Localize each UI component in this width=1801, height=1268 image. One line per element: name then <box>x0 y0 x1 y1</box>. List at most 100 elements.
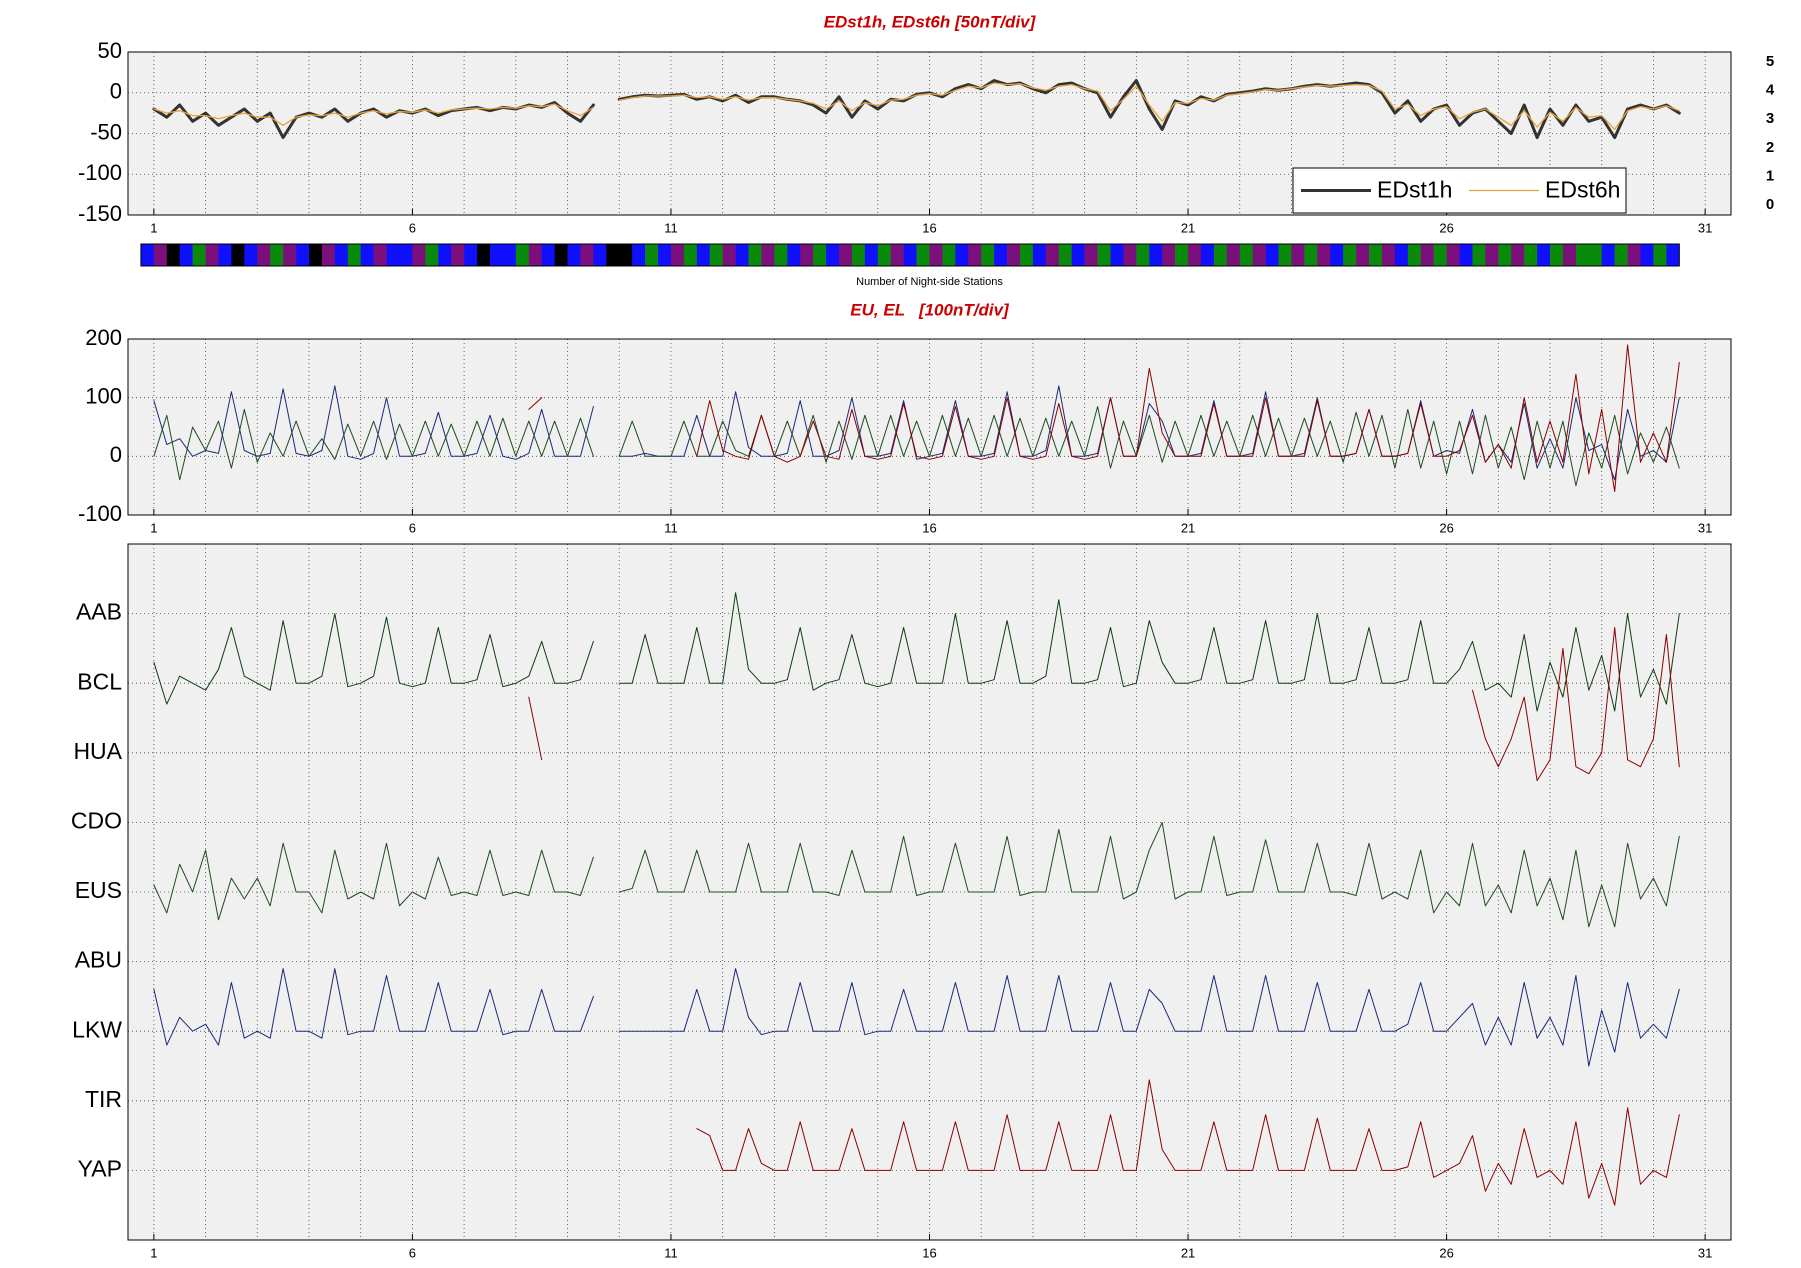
night-side-segment <box>670 244 685 266</box>
night-side-segment <box>1653 244 1667 266</box>
night-side-segment <box>1343 244 1357 266</box>
data-line <box>153 82 1680 131</box>
night-side-segment <box>1123 244 1137 266</box>
night-side-segment <box>839 244 853 266</box>
night-side-segment <box>632 244 646 266</box>
night-side-frame <box>140 243 1680 267</box>
x-tick-label: 6 <box>409 1245 416 1260</box>
night-side-segment <box>722 244 736 266</box>
x-tick-label: 1 <box>150 1245 157 1260</box>
night-side-segment <box>1239 244 1253 266</box>
night-side-segment <box>1084 244 1098 266</box>
night-side-segment <box>1459 244 1473 266</box>
night-side-segment <box>1666 244 1680 266</box>
x-tick-label: 1 <box>150 220 157 235</box>
night-side-segment <box>399 244 413 266</box>
data-line <box>153 385 1680 481</box>
night-side-segment <box>1304 244 1318 266</box>
x-tick-label: 11 <box>664 520 678 535</box>
night-side-segment <box>1420 244 1434 266</box>
night-side-segment <box>1381 244 1396 266</box>
night-side-segment <box>994 244 1008 266</box>
y-tick-label: -100 <box>78 501 122 526</box>
night-side-segment <box>1433 244 1447 266</box>
night-side-segment <box>179 244 193 266</box>
data-line <box>528 344 1680 492</box>
y-tick-label: CDO <box>71 807 122 833</box>
y-tick-label: -150 <box>78 201 122 226</box>
night-side-segment <box>451 244 465 266</box>
y-tick-label: -100 <box>78 160 122 185</box>
night-side-segment <box>412 244 426 266</box>
night-side-segment <box>140 244 155 266</box>
x-tick-label: 31 <box>1698 1245 1712 1260</box>
night-side-segment <box>1407 244 1422 266</box>
night-side-label: Number of Night-side Stations <box>856 276 1003 288</box>
y-tick-label: TIR <box>85 1086 122 1112</box>
night-side-segment <box>231 244 245 266</box>
night-side-segment <box>283 244 297 266</box>
level-legend-label: 0 <box>1766 196 1774 213</box>
night-side-segment <box>916 244 930 266</box>
night-side-segment <box>929 244 943 266</box>
night-side-segment <box>334 244 349 266</box>
night-side-segment <box>800 244 814 266</box>
y-tick-label: BCL <box>77 668 122 694</box>
night-side-segment <box>981 244 995 266</box>
plot-frame <box>127 338 1732 516</box>
x-tick-label: 16 <box>922 520 936 535</box>
night-side-segment <box>257 244 271 266</box>
night-side-segment <box>942 244 956 266</box>
night-side-segment <box>748 244 762 266</box>
night-side-segment <box>593 244 607 266</box>
night-side-segment <box>1278 244 1292 266</box>
x-tick-label: 11 <box>664 220 678 235</box>
night-side-segment <box>1162 244 1176 266</box>
y-tick-label: LKW <box>72 1016 122 1042</box>
level-legend-label: 3 <box>1766 110 1774 127</box>
night-side-segment <box>955 244 969 266</box>
night-side-segment <box>735 244 749 266</box>
night-side-segment <box>1019 244 1034 266</box>
night-side-segment <box>683 244 698 266</box>
night-side-segment <box>166 244 181 266</box>
night-side-segment <box>1149 244 1163 266</box>
night-side-segment <box>890 244 904 266</box>
legend-label: EDst6h <box>1545 177 1620 203</box>
level-legend-label: 2 <box>1766 139 1774 156</box>
night-side-segment <box>1537 244 1551 266</box>
night-side-segment <box>554 244 568 266</box>
night-side-segment <box>321 244 336 266</box>
night-side-segment <box>1265 244 1279 266</box>
y-tick-label: YAP <box>78 1155 122 1181</box>
night-side-segment <box>1498 244 1512 266</box>
night-side-segment <box>218 244 232 266</box>
night-side-segment <box>1472 244 1486 266</box>
night-side-segment <box>813 244 827 266</box>
legend-label: EDst1h <box>1377 177 1452 203</box>
night-side-segment <box>761 244 775 266</box>
night-side-segment <box>709 244 723 266</box>
night-side-segment <box>425 244 439 266</box>
night-side-segment <box>658 244 672 266</box>
night-side-segment <box>1097 244 1111 266</box>
night-side-segment <box>1291 244 1305 266</box>
night-side-segment <box>1252 244 1266 266</box>
night-side-segment <box>877 244 892 266</box>
y-tick-label: ABU <box>75 947 122 973</box>
y-tick-label: 0 <box>110 442 122 467</box>
x-tick-label: 6 <box>409 220 416 235</box>
night-side-segment <box>477 244 491 266</box>
x-tick-label: 26 <box>1439 220 1453 235</box>
x-tick-label: 6 <box>409 520 416 535</box>
y-tick-label: 100 <box>85 383 122 408</box>
data-line <box>153 821 1680 928</box>
y-tick-label: AAB <box>76 599 122 625</box>
x-tick-label: 26 <box>1439 1245 1453 1260</box>
x-tick-label: 21 <box>1181 520 1195 535</box>
night-side-segment <box>373 244 387 266</box>
x-tick-label: 16 <box>922 220 936 235</box>
x-tick-label: 31 <box>1698 520 1712 535</box>
